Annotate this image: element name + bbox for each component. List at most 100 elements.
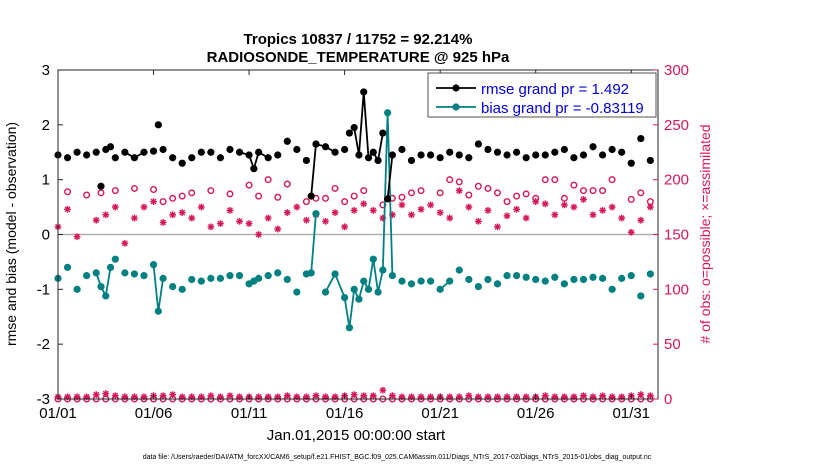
rmse-point bbox=[364, 154, 373, 162]
rmse-point bbox=[235, 148, 244, 156]
bias-point bbox=[379, 266, 387, 274]
obs-possible-point bbox=[560, 194, 568, 202]
x-tick-label: 01/31 bbox=[612, 405, 650, 422]
rmse-point bbox=[608, 145, 616, 154]
y-tick-label: 1 bbox=[42, 172, 50, 189]
obs-possible-point bbox=[465, 191, 473, 199]
bias-point bbox=[618, 274, 626, 282]
obs-assimilated-point bbox=[398, 201, 406, 209]
rmse-line-segment bbox=[353, 91, 384, 164]
obs-assimilated-point bbox=[245, 220, 253, 227]
chart-title: Tropics 10837 / 11752 = 92.214% bbox=[244, 31, 473, 48]
obs-assimilated-point bbox=[303, 216, 310, 224]
obs-assimilated-point bbox=[436, 209, 444, 216]
obs-assimilated-bottom-point bbox=[236, 393, 243, 401]
rmse-point bbox=[570, 154, 578, 162]
obs-possible-point bbox=[503, 198, 511, 206]
bias-point bbox=[570, 275, 578, 284]
obs-assimilated-bottom-point bbox=[388, 392, 396, 400]
bias-point bbox=[436, 285, 444, 293]
bias-point bbox=[384, 109, 392, 117]
obs-assimilated-point bbox=[513, 205, 520, 213]
obs-assimilated-point bbox=[627, 228, 635, 236]
bias-point bbox=[484, 275, 492, 284]
legend-rmse-label: rmse grand pr = 1.492 bbox=[481, 81, 629, 98]
x-tick-label: 01/16 bbox=[326, 405, 364, 422]
obs-assimilated-point bbox=[226, 206, 234, 214]
obs-possible-point bbox=[408, 189, 416, 197]
rmse-point bbox=[207, 148, 215, 156]
obs-assimilated-point bbox=[350, 206, 358, 214]
rmse-point bbox=[350, 123, 358, 132]
obs-assimilated-bottom-point bbox=[350, 391, 358, 399]
bias-point bbox=[407, 280, 416, 288]
bias-point bbox=[207, 274, 215, 282]
bias-line-segment bbox=[324, 271, 360, 328]
rmse-point bbox=[627, 159, 635, 167]
obs-possible-point bbox=[360, 187, 368, 195]
bias-point bbox=[551, 273, 559, 281]
obs-assimilated-point bbox=[169, 211, 177, 219]
obs-assimilated-bottom-point bbox=[580, 392, 587, 400]
obs-assimilated-point bbox=[580, 196, 587, 203]
rmse-point bbox=[522, 154, 530, 162]
bias-point bbox=[465, 275, 473, 284]
obs-possible-point bbox=[64, 188, 72, 196]
obs-possible-point bbox=[264, 176, 272, 184]
y2-tick-label: 250 bbox=[664, 117, 689, 134]
rmse-point bbox=[384, 195, 392, 203]
obs-possible-point bbox=[255, 192, 263, 200]
obs-assimilated-point bbox=[465, 203, 473, 211]
bias-point bbox=[374, 288, 382, 296]
obs-assimilated-point bbox=[608, 203, 616, 211]
chart-subtitle: RADIOSONDE_TEMPERATURE @ 925 hPa bbox=[207, 49, 510, 66]
rmse-point bbox=[637, 134, 645, 143]
bias-point bbox=[637, 292, 645, 300]
y-tick-label: 0 bbox=[42, 227, 50, 244]
rmse-point bbox=[427, 151, 435, 159]
obs-assimilated-bottom-point bbox=[646, 392, 654, 400]
obs-assimilated-bottom-point bbox=[465, 392, 473, 400]
obs-assimilated-bottom-point bbox=[293, 393, 301, 401]
rmse-point bbox=[512, 148, 521, 156]
obs-assimilated-point bbox=[140, 203, 148, 211]
obs-assimilated-bottom-point bbox=[599, 392, 606, 400]
bias-point bbox=[417, 277, 425, 285]
obs-assimilated-point bbox=[102, 211, 110, 219]
obs-assimilated-bottom-point bbox=[522, 393, 530, 401]
legend-bias-marker bbox=[452, 103, 460, 111]
obs-assimilated-bottom-point bbox=[102, 390, 110, 397]
rmse-point bbox=[216, 154, 225, 162]
bias-point bbox=[274, 269, 282, 277]
bias-point bbox=[264, 272, 272, 280]
bias-point bbox=[154, 307, 162, 315]
bias-point bbox=[188, 275, 196, 284]
obs-assimilated-bottom-point bbox=[264, 393, 272, 401]
obs-possible-point bbox=[169, 194, 177, 202]
bias-point bbox=[360, 277, 368, 285]
bias-point bbox=[350, 285, 358, 293]
x-tick-label: 01/06 bbox=[135, 405, 173, 422]
obs-assimilated-point bbox=[159, 219, 167, 226]
obs-assimilated-bottom-point bbox=[255, 393, 263, 401]
obs-assimilated-point bbox=[293, 203, 301, 211]
obs-assimilated-point bbox=[64, 205, 71, 213]
obs-possible-point bbox=[283, 180, 291, 188]
x-tick-label: 01/01 bbox=[39, 405, 77, 422]
bias-point bbox=[627, 272, 635, 280]
bias-point bbox=[503, 272, 511, 280]
rmse-point bbox=[178, 159, 186, 167]
bias-point bbox=[97, 282, 105, 291]
obs-possible-point bbox=[570, 181, 578, 189]
obs-assimilated-bottom-point bbox=[560, 393, 568, 401]
bias-point bbox=[589, 273, 597, 281]
obs-assimilated-point bbox=[92, 216, 100, 224]
obs-possible-point bbox=[589, 187, 597, 195]
obs-possible-point bbox=[159, 198, 167, 206]
rmse-point bbox=[255, 148, 263, 156]
rmse-point bbox=[455, 151, 463, 159]
obs-assimilated-point bbox=[522, 214, 530, 222]
obs-assimilated-point bbox=[322, 217, 329, 225]
obs-possible-point bbox=[83, 191, 91, 199]
obs-possible-point bbox=[646, 198, 654, 206]
